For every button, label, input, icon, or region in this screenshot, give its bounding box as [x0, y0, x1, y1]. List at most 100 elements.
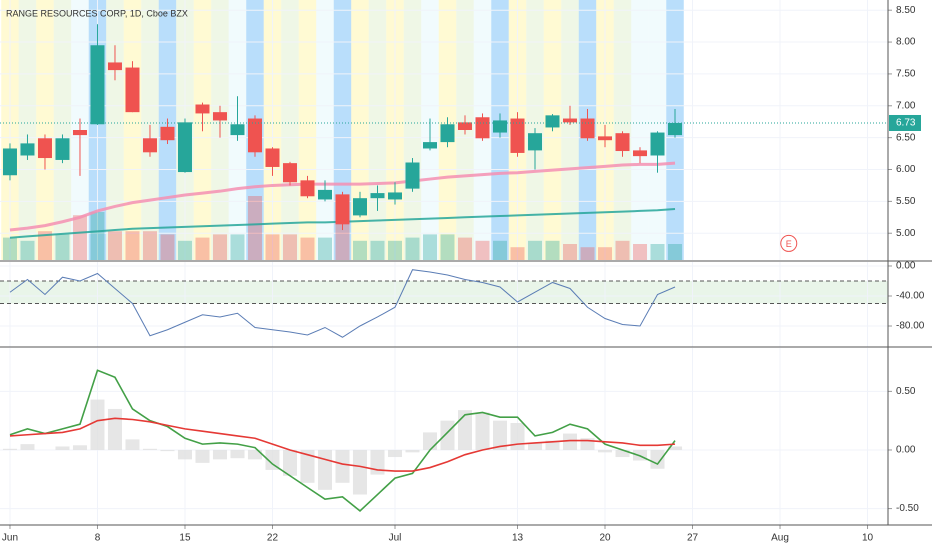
candle-body [90, 45, 105, 125]
macd-line [9, 417, 676, 472]
histogram-bar [247, 449, 262, 460]
background-band [351, 0, 369, 260]
background-band [18, 0, 37, 260]
background-band [631, 0, 649, 260]
histogram-bar [142, 448, 157, 450]
candle-body [317, 189, 332, 200]
x-tick-label: Aug [771, 533, 789, 544]
y-tick-label: 0.00 [896, 261, 916, 272]
y-tick-label: 0.50 [896, 386, 916, 397]
earnings-marker [780, 234, 798, 252]
y-tick-label: -80.00 [896, 321, 925, 332]
volume-bar [265, 234, 280, 260]
candle-body [475, 117, 490, 139]
histogram-bar [107, 408, 122, 450]
background-band [106, 0, 124, 260]
volume-bar [37, 231, 52, 260]
macd-line [9, 369, 676, 512]
histogram-bar [598, 449, 613, 453]
x-tick-label: Jun [2, 533, 18, 544]
x-tick-label: 27 [687, 533, 699, 544]
volume-bar [370, 240, 385, 260]
y-tick-label: 5.00 [896, 228, 916, 239]
histogram-bar [177, 449, 192, 460]
volume-bar [195, 237, 210, 260]
volume-bar [72, 215, 87, 260]
volume-bar [510, 247, 525, 260]
histogram-bar [282, 449, 297, 476]
histogram-bar [72, 445, 87, 450]
histogram-bar [528, 442, 543, 450]
background-band [281, 0, 299, 260]
candle-body [352, 198, 367, 216]
volume-bar [300, 237, 315, 260]
last-price-label: 6.73 [896, 118, 916, 129]
background-band [36, 0, 54, 260]
histogram-bar [615, 449, 630, 458]
volume-bar [405, 237, 420, 260]
histogram-bar [475, 412, 490, 450]
candle-body [370, 193, 385, 199]
x-tick-label: Jul [389, 533, 402, 544]
y-tick-label: 5.50 [896, 196, 916, 207]
x-tick-label: 8 [95, 533, 101, 544]
volume-bar [422, 234, 437, 260]
volume-bar [177, 240, 192, 260]
background-band [298, 0, 317, 260]
background-band [648, 0, 667, 260]
histogram-bar [387, 449, 402, 458]
volume-bar [142, 231, 157, 260]
candle-body [668, 122, 683, 136]
candle-body [212, 112, 227, 121]
candle-body [142, 138, 157, 153]
y-tick-label: 8.00 [896, 37, 916, 48]
background-band [123, 0, 142, 260]
histogram-bar [212, 449, 227, 460]
histogram-bar [405, 449, 420, 453]
candle-body [458, 122, 473, 130]
y-tick-label: 6.00 [896, 164, 916, 175]
volume-bar [475, 240, 490, 260]
candle-body [650, 132, 665, 156]
candle-body [125, 67, 140, 113]
chart-title: RANGE RESOURCES CORP, 1D, Cboe BZX [6, 8, 188, 18]
histogram-bar [195, 449, 210, 463]
volume-bar [598, 247, 613, 260]
candle-body [2, 148, 17, 176]
candle-body [282, 163, 297, 183]
candle-body [195, 104, 210, 114]
histogram-bar [55, 446, 70, 450]
volume-bar [580, 247, 595, 260]
y-tick-label: -40.00 [896, 291, 925, 302]
candle-body [55, 138, 70, 160]
volume-bar [160, 234, 175, 260]
y-tick-label: 0.00 [896, 445, 916, 456]
candle-body [405, 162, 420, 189]
histogram-bar [510, 423, 525, 450]
volume-bar [458, 237, 473, 260]
last-price-box [889, 114, 921, 131]
candle-body [300, 180, 315, 197]
histogram-bar [545, 440, 560, 450]
histogram-bar [160, 449, 175, 452]
candle-body [615, 133, 630, 152]
level-fill [0, 280, 888, 304]
volume-bar [247, 196, 262, 260]
x-tick-label: 13 [512, 533, 524, 544]
volume-bar [20, 240, 35, 260]
x-tick-label: 15 [179, 533, 191, 544]
volume-bar [2, 237, 17, 260]
candle-body [160, 126, 175, 141]
histogram-bar [230, 449, 245, 459]
volume-bar [90, 212, 105, 260]
candle-body [528, 133, 543, 151]
volume-bar [545, 240, 560, 260]
y-tick-label: 8.50 [896, 5, 916, 16]
histogram-bar [352, 449, 367, 495]
volume-bar [440, 234, 455, 260]
volume-bar [125, 231, 140, 260]
candle-body [633, 150, 648, 157]
histogram-bar [458, 410, 473, 450]
histogram-bar [493, 420, 508, 450]
